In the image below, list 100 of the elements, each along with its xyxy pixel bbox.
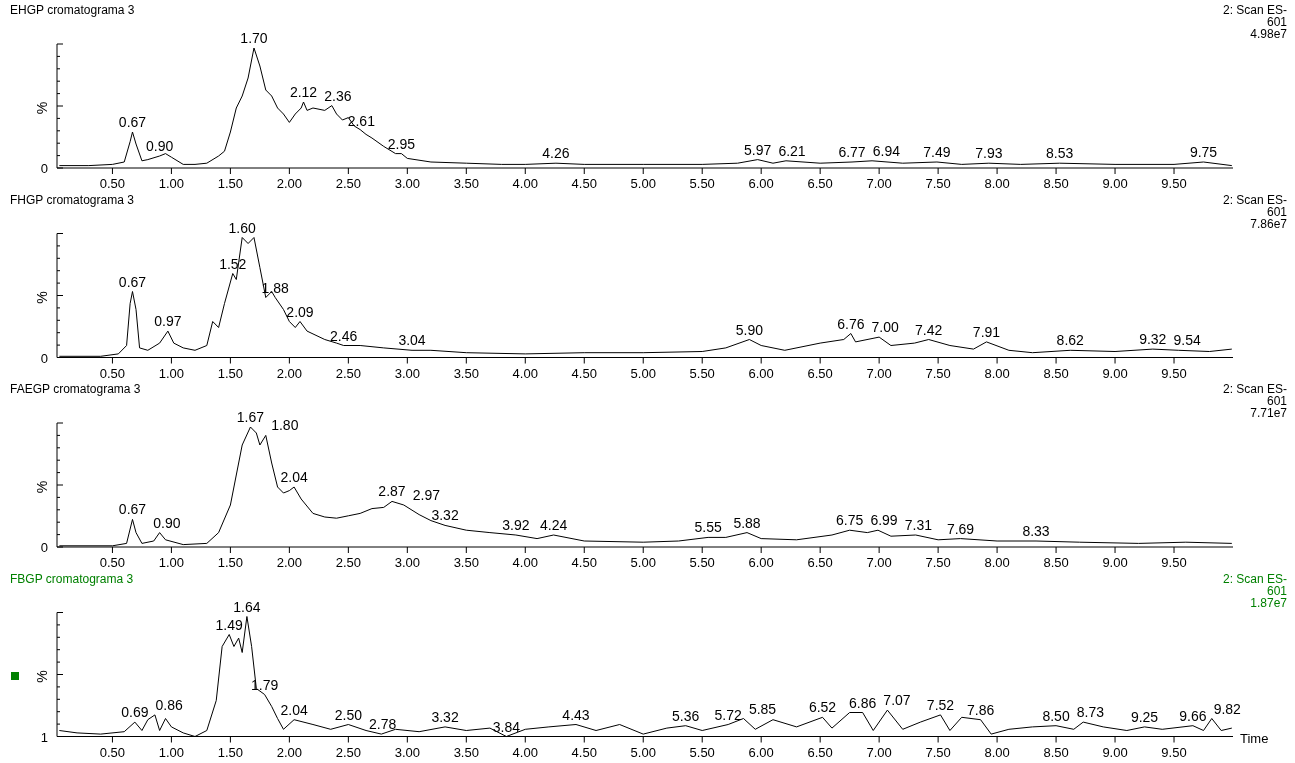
x-tick-label: 3.50 — [453, 365, 479, 381]
annotation: 0.90 — [153, 514, 181, 531]
chart-title: EHGP cromatograma 3 — [10, 3, 135, 17]
x-tick-label: 1.50 — [217, 555, 244, 570]
chart-subtitle: 2: Scan ES- 601 7.86e7 — [1222, 192, 1288, 231]
annotation: 2.12 — [289, 84, 318, 100]
chart-subtitle: 2: Scan ES- 601 1.87e7 — [1222, 571, 1288, 610]
y-axis-title: % — [34, 480, 50, 494]
annotation: 5.72 — [714, 706, 742, 723]
annotation: 2.78 — [369, 716, 397, 733]
annotation: 7.49 — [923, 144, 951, 160]
x-tick-label: 1.00 — [158, 744, 185, 760]
annotation: 6.77 — [838, 144, 866, 160]
x-tick-label: 7.50 — [925, 176, 951, 191]
x-tick-label: 3.50 — [453, 744, 479, 760]
annotation: 2.97 — [412, 487, 441, 503]
x-tick-label: 9.50 — [1161, 555, 1187, 570]
x-tick-label: 2.00 — [276, 744, 303, 760]
annotation: 1.79 — [250, 676, 279, 693]
x-tick-label: 5.00 — [630, 176, 656, 191]
annotation: 8.73 — [1076, 704, 1105, 721]
annotation: 9.32 — [1139, 331, 1167, 348]
annotation: 6.94 — [872, 142, 901, 159]
x-tick-label: 6.50 — [807, 555, 833, 570]
x-tick-label: 6.50 — [807, 365, 833, 381]
x-tick-label: 5.50 — [689, 744, 715, 760]
annotation: 0.86 — [155, 696, 184, 713]
x-tick-label: 8.00 — [984, 744, 1010, 760]
annotation: 2.36 — [324, 87, 352, 104]
annotation: 4.26 — [542, 145, 570, 162]
x-tick-label: 8.00 — [984, 365, 1010, 381]
annotation: 2.61 — [347, 112, 376, 129]
text: 0 — [40, 350, 48, 366]
annotation: 1.70 — [240, 30, 268, 46]
annotation: 5.55 — [694, 519, 722, 536]
chart-subtitle: 2: Scan ES- 601 7.71e7 — [1222, 382, 1288, 420]
annotation: 1.64 — [233, 598, 261, 615]
x-tick-label: 3.00 — [394, 555, 420, 570]
chart-subtitle: 2: Scan ES- 601 4.98e7 — [1222, 3, 1288, 41]
annotation: 5.88 — [733, 514, 761, 531]
annotation: 1.60 — [228, 219, 257, 236]
x-tick-label: 4.50 — [571, 365, 597, 381]
x-tick-label: 2.50 — [335, 744, 361, 760]
annotation: 9.54 — [1173, 332, 1201, 349]
annotation: 7.69 — [946, 520, 975, 537]
x-tick-label: 6.00 — [748, 744, 774, 760]
x-tick-label: 9.00 — [1102, 744, 1128, 760]
annotation: 0.67 — [118, 114, 147, 130]
x-tick-label: 2.50 — [335, 365, 361, 381]
annotation: 3.04 — [398, 332, 426, 349]
x-tick-label: 8.00 — [984, 176, 1010, 191]
annotation: 1.67 — [236, 409, 265, 425]
annotation: 7.86 — [966, 701, 995, 718]
annotation: 3.32 — [431, 708, 459, 725]
x-tick-label: 5.00 — [630, 555, 656, 570]
x-tick-label: 7.00 — [866, 555, 892, 570]
annotation: 6.52 — [808, 699, 837, 716]
x-tick-label: 9.50 — [1161, 176, 1187, 191]
x-tick-label: 0.50 — [99, 555, 126, 570]
annotation: 8.50 — [1042, 707, 1070, 724]
annotation: 8.33 — [1022, 523, 1050, 539]
annotation: 0.97 — [154, 313, 182, 330]
annotation: 9.66 — [1179, 707, 1207, 724]
text: 0 — [40, 540, 48, 555]
annotation: 3.32 — [431, 507, 459, 524]
annotation: 6.99 — [870, 512, 898, 529]
x-tick-label: 4.00 — [512, 365, 538, 381]
annotation: 2.46 — [330, 327, 358, 344]
annotation: 6.21 — [778, 142, 806, 159]
x-axis-title: Time — [1240, 730, 1269, 746]
annotation: 2.04 — [280, 701, 308, 718]
text: 0 — [40, 161, 48, 176]
x-tick-label: 8.50 — [1043, 555, 1069, 570]
annotation: 2.50 — [334, 706, 363, 723]
x-tick-label: 2.50 — [335, 555, 361, 570]
annotation: 5.85 — [748, 700, 777, 717]
x-tick-label: 4.00 — [512, 176, 538, 191]
annotation: 6.75 — [836, 512, 864, 529]
y-axis-title: % — [34, 670, 50, 683]
x-tick-label: 8.00 — [984, 555, 1010, 570]
chart-title: FBGP cromatograma 3 — [10, 571, 134, 586]
annotation: 6.76 — [837, 315, 865, 332]
annotation: 7.93 — [975, 145, 1003, 162]
x-tick-label: 0.50 — [99, 744, 126, 760]
annotation: 7.07 — [883, 692, 911, 709]
x-tick-label: 1.00 — [158, 555, 185, 570]
x-tick-label: 1.50 — [217, 176, 244, 191]
x-tick-label: 1.50 — [217, 744, 244, 760]
y-axis-title: % — [34, 101, 50, 115]
annotation: 8.62 — [1056, 332, 1085, 349]
x-tick-label: 3.50 — [453, 176, 479, 191]
chart-title: FAEGP cromatograma 3 — [10, 382, 141, 396]
text: 1 — [40, 729, 48, 745]
x-tick-label: 4.50 — [571, 176, 597, 191]
annotation: 2.95 — [387, 135, 416, 152]
annotation: 0.67 — [118, 273, 147, 290]
x-tick-label: 9.00 — [1102, 176, 1128, 191]
annotation: 7.31 — [904, 517, 933, 533]
annotation: 7.91 — [972, 323, 1001, 340]
annotation: 1.88 — [261, 279, 290, 296]
